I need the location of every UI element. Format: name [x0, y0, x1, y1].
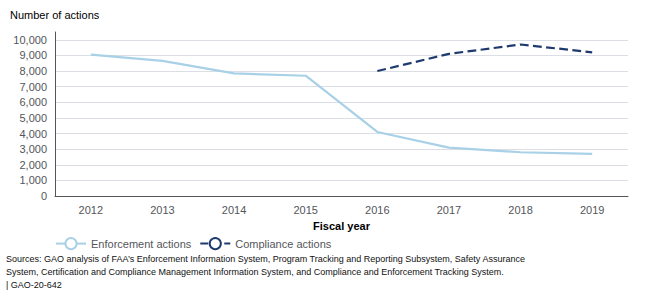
svg-text:4,000: 4,000	[19, 128, 47, 140]
svg-text:1,000: 1,000	[19, 174, 47, 186]
svg-text:2014: 2014	[222, 204, 246, 216]
svg-text:2015: 2015	[293, 204, 317, 216]
svg-text:Sources: GAO analysis of FAA’s: Sources: GAO analysis of FAA’s Enforceme…	[6, 254, 525, 264]
svg-text:8,000: 8,000	[19, 65, 47, 77]
svg-text:System, Certification and Comp: System, Certification and Compliance Man…	[6, 267, 504, 277]
svg-text:2017: 2017	[437, 204, 461, 216]
svg-text:2012: 2012	[79, 204, 103, 216]
svg-text:6,000: 6,000	[19, 96, 47, 108]
svg-text:2018: 2018	[508, 204, 532, 216]
svg-text:2016: 2016	[365, 204, 389, 216]
svg-text:7,000: 7,000	[19, 81, 47, 93]
svg-text:| GAO-20-642: | GAO-20-642	[6, 280, 62, 290]
svg-text:Enforcement actions: Enforcement actions	[91, 238, 192, 250]
svg-text:Number of actions: Number of actions	[10, 9, 100, 21]
svg-text:Fiscal year: Fiscal year	[313, 220, 371, 232]
svg-text:10,000: 10,000	[13, 34, 47, 46]
svg-text:9,000: 9,000	[19, 49, 47, 61]
svg-text:2,000: 2,000	[19, 159, 47, 171]
svg-text:3,000: 3,000	[19, 143, 47, 155]
svg-text:Compliance actions: Compliance actions	[235, 238, 331, 250]
svg-text:2013: 2013	[150, 204, 174, 216]
svg-text:0: 0	[41, 190, 47, 202]
svg-text:2019: 2019	[580, 204, 604, 216]
svg-text:5,000: 5,000	[19, 112, 47, 124]
